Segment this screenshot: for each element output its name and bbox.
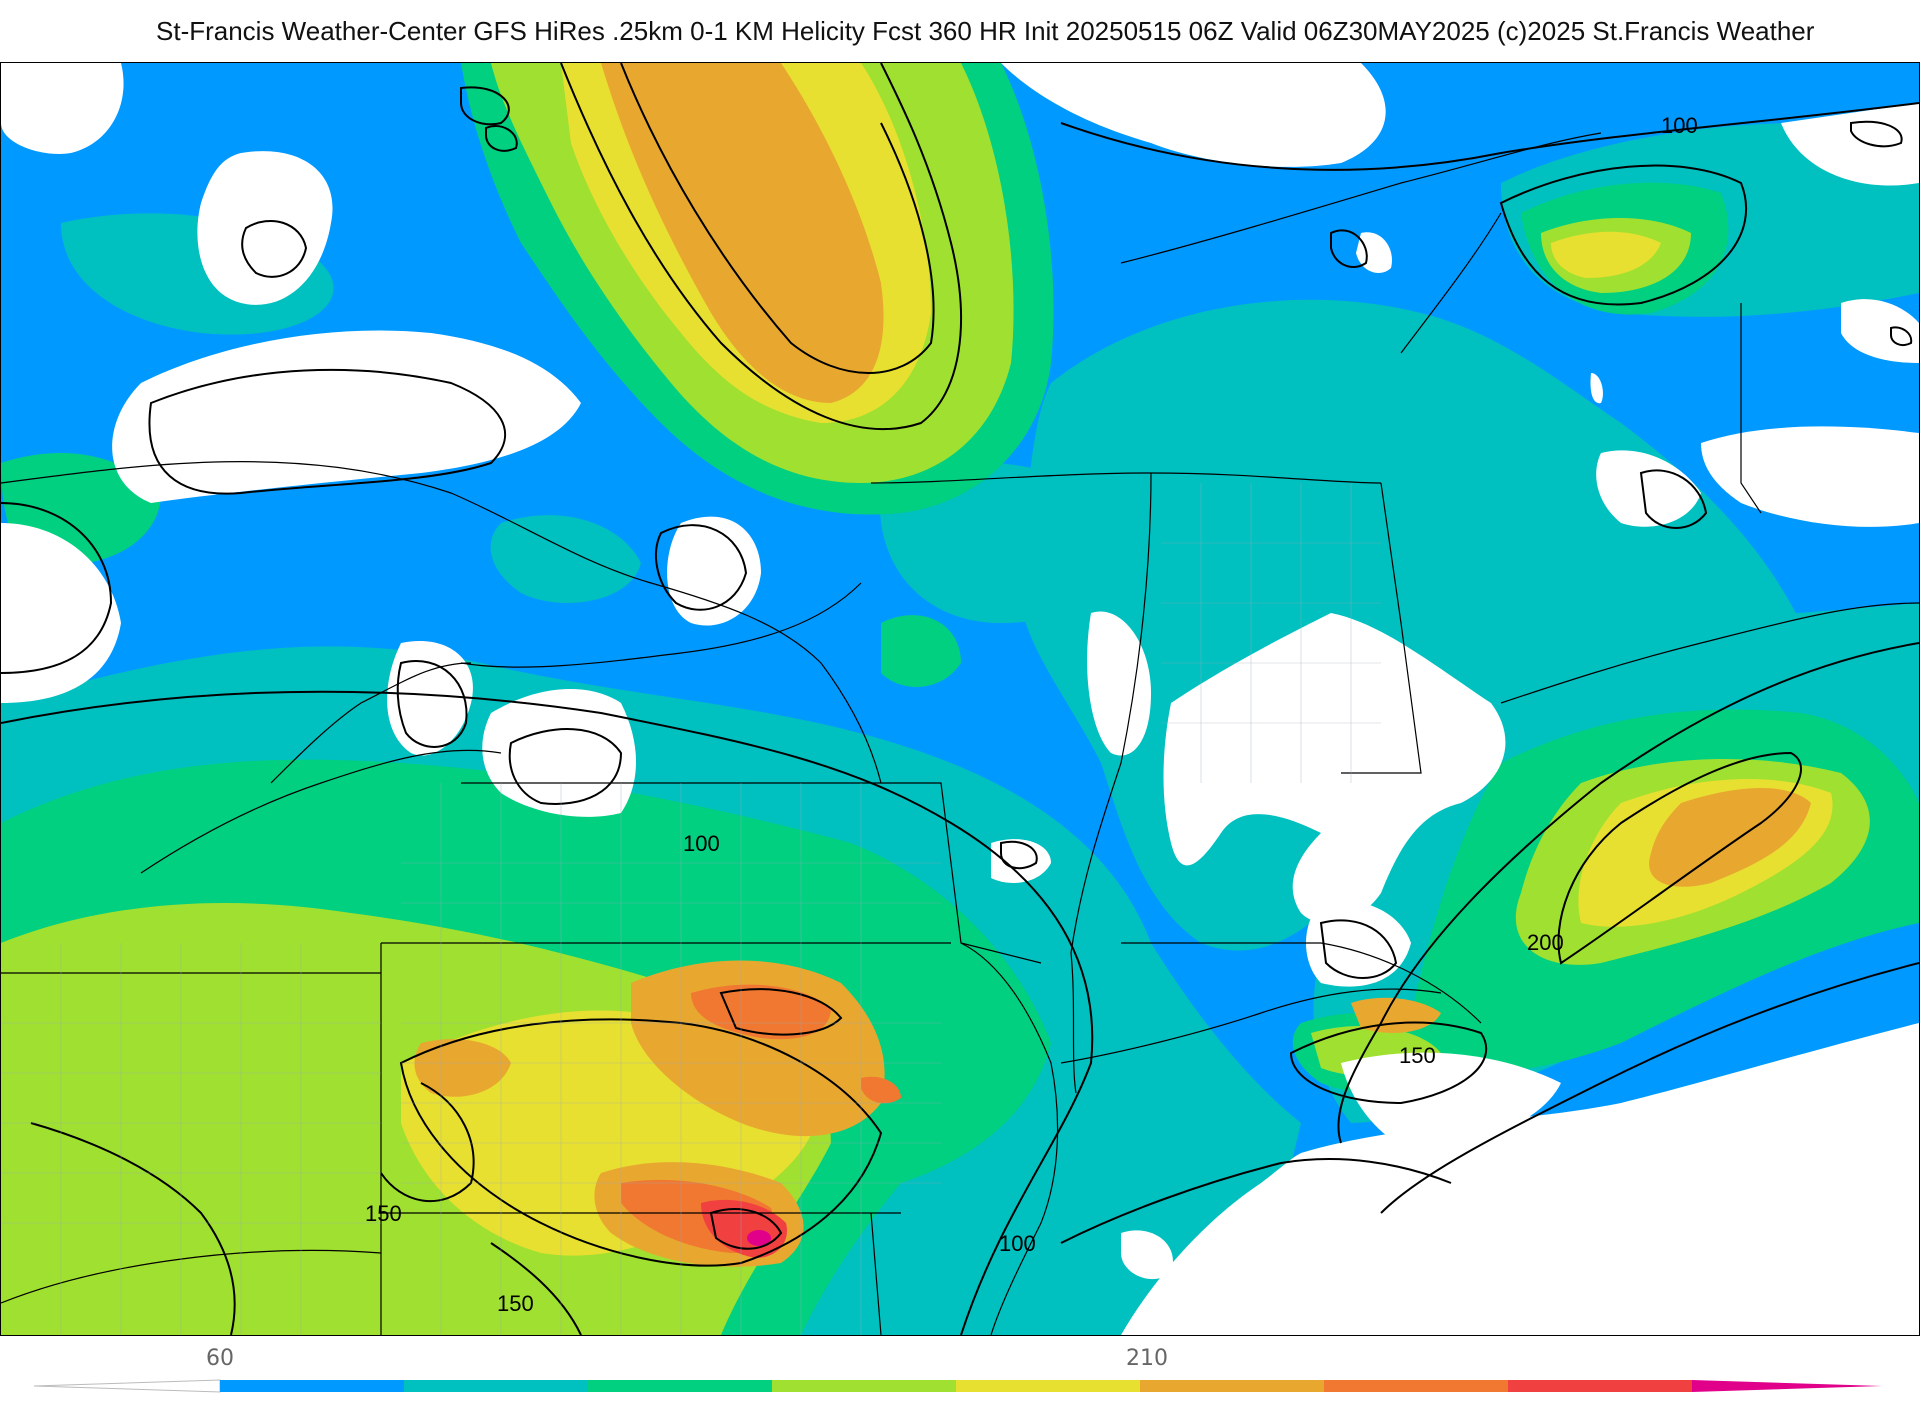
helicity-map: 100 100 100 150 150 150 200 (0, 62, 1920, 1336)
legend-colorbar (33, 1379, 1882, 1393)
map-canvas: 100 100 100 150 150 150 200 (0, 62, 1920, 1336)
contour-label-200: 200 (1527, 930, 1564, 955)
geographic-boundaries (0, 132, 1920, 1336)
legend-swatch-9 (1692, 1380, 1882, 1392)
legend-tick-60: 60 (206, 1346, 234, 1371)
county-lines (1, 483, 1381, 1335)
color-legend: 60 210 (0, 1336, 1920, 1400)
legend-swatch-1 (220, 1380, 404, 1392)
contour-labels: 100 100 100 150 150 150 200 (365, 113, 1698, 1316)
legend-tick-210: 210 (1126, 1346, 1168, 1371)
helicity-contours (0, 62, 1920, 1336)
legend-swatch-0 (33, 1379, 221, 1393)
legend-swatch-3 (588, 1380, 772, 1392)
contour-label-150-south: 150 (497, 1291, 534, 1316)
contour-label-150-east: 150 (1399, 1043, 1436, 1068)
contour-label-150-west: 150 (365, 1201, 402, 1226)
helicity-fill-magenta (747, 1230, 771, 1246)
legend-swatch-7 (1324, 1380, 1508, 1392)
legend-swatch-2 (404, 1380, 588, 1392)
helicity-fill-white (1, 63, 1919, 1335)
map-title: St-Francis Weather-Center GFS HiRes .25k… (156, 16, 1815, 46)
legend-swatch-6 (1140, 1380, 1324, 1392)
contour-label-100-ne: 100 (1661, 113, 1698, 138)
title-bar: St-Francis Weather-Center GFS HiRes .25k… (0, 0, 1920, 62)
legend-swatch-4 (772, 1380, 956, 1392)
legend-swatch-8 (1508, 1380, 1692, 1392)
legend-swatch-5 (956, 1380, 1140, 1392)
contour-label-100-center: 100 (683, 831, 720, 856)
contour-label-100-south: 100 (999, 1231, 1036, 1256)
